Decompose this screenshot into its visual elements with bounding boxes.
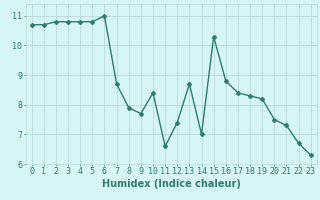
X-axis label: Humidex (Indice chaleur): Humidex (Indice chaleur) — [102, 179, 241, 189]
